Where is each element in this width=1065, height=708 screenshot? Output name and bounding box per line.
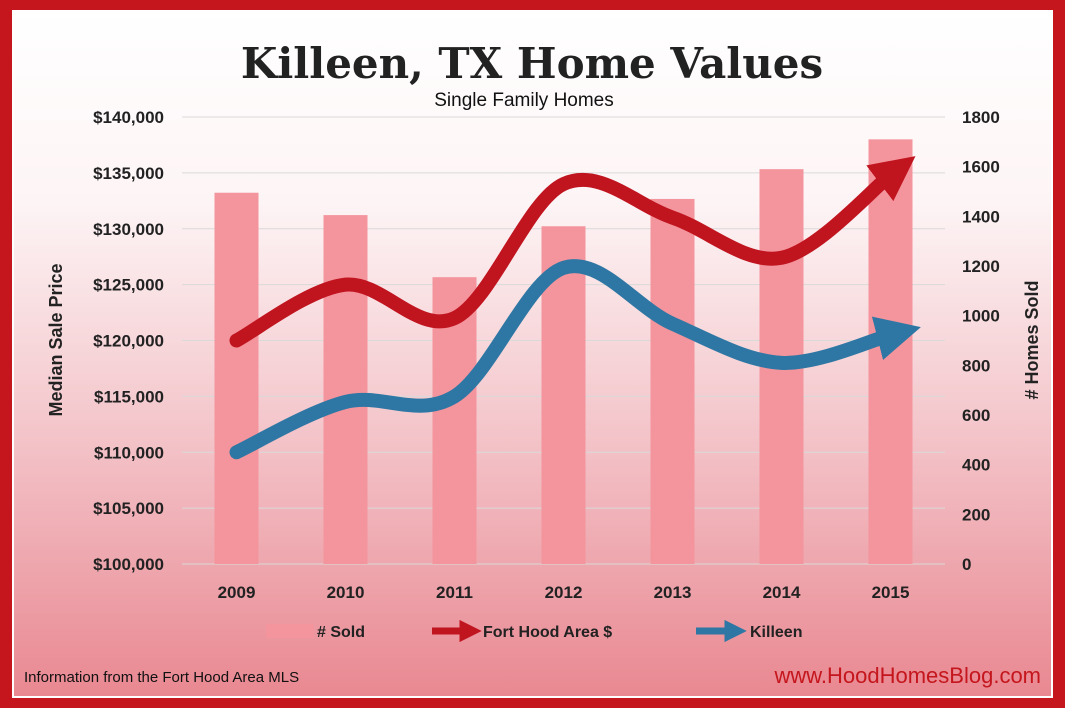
x-tick-label: 2012 — [545, 583, 583, 602]
bar-sold — [323, 215, 368, 564]
legend-label-fort-hood: Fort Hood Area $ — [483, 624, 612, 641]
legend-label-sold: # Sold — [317, 624, 365, 641]
x-tick-label: 2014 — [763, 583, 801, 602]
x-tick-label: 2010 — [327, 583, 365, 602]
y-left-tick-label: $125,000 — [93, 276, 164, 295]
chart-title: Killeen, TX Home Values — [241, 39, 823, 88]
y-right-tick-label: 600 — [962, 406, 990, 425]
axes: $100,000 $105,000 $110,000 $115,000 $120,000… — [93, 108, 1000, 602]
y-right-tick-label: 1400 — [962, 207, 1000, 226]
legend-swatch-sold — [266, 624, 314, 638]
y-left-tick-label: $120,000 — [93, 332, 164, 351]
website-link[interactable]: www.HoodHomesBlog.com — [774, 663, 1041, 688]
line-killeen — [229, 259, 921, 460]
source-note: Information from the Fort Hood Area MLS — [24, 669, 300, 686]
line-series — [229, 156, 921, 460]
bar-sold — [214, 192, 259, 564]
y-right-tick-label: 1800 — [962, 108, 1000, 127]
y-left-tick-label: $105,000 — [93, 499, 164, 518]
y-right-axis-label: # Homes Sold — [1022, 280, 1042, 399]
x-tick-label: 2009 — [218, 583, 256, 602]
y-left-axis-label: Median Sale Price — [46, 263, 66, 416]
y-left-tick-label: $140,000 — [93, 108, 164, 127]
y-left-tick-label: $115,000 — [94, 387, 164, 406]
y-right-tick-label: 1600 — [962, 158, 1000, 177]
x-tick-label: 2013 — [654, 583, 692, 602]
y-right-tick-label: 1000 — [962, 307, 1000, 326]
x-tick-label: 2015 — [872, 583, 910, 602]
y-right-tick-label: 800 — [962, 356, 990, 375]
y-left-tick-label: $100,000 — [93, 555, 164, 574]
line-fort-hood-area — [229, 156, 916, 348]
x-tick-label: 2011 — [436, 583, 473, 602]
y-left-tick-label: $110,000 — [94, 443, 164, 462]
y-right-tick-label: 200 — [962, 505, 990, 524]
y-left-tick-label: $135,000 — [93, 164, 164, 183]
legend: # Sold Fort Hood Area $ Killeen — [266, 619, 802, 643]
bar-series — [214, 139, 913, 564]
y-right-tick-label: 1200 — [962, 257, 1000, 276]
chart-subtitle: Single Family Homes — [434, 90, 614, 111]
bar-sold — [868, 139, 913, 564]
legend-label-killeen: Killeen — [750, 624, 802, 641]
y-left-tick-label: $130,000 — [93, 220, 164, 239]
y-right-tick-label: 0 — [962, 555, 971, 574]
y-right-tick-label: 400 — [962, 456, 990, 475]
bar-sold — [650, 198, 695, 564]
